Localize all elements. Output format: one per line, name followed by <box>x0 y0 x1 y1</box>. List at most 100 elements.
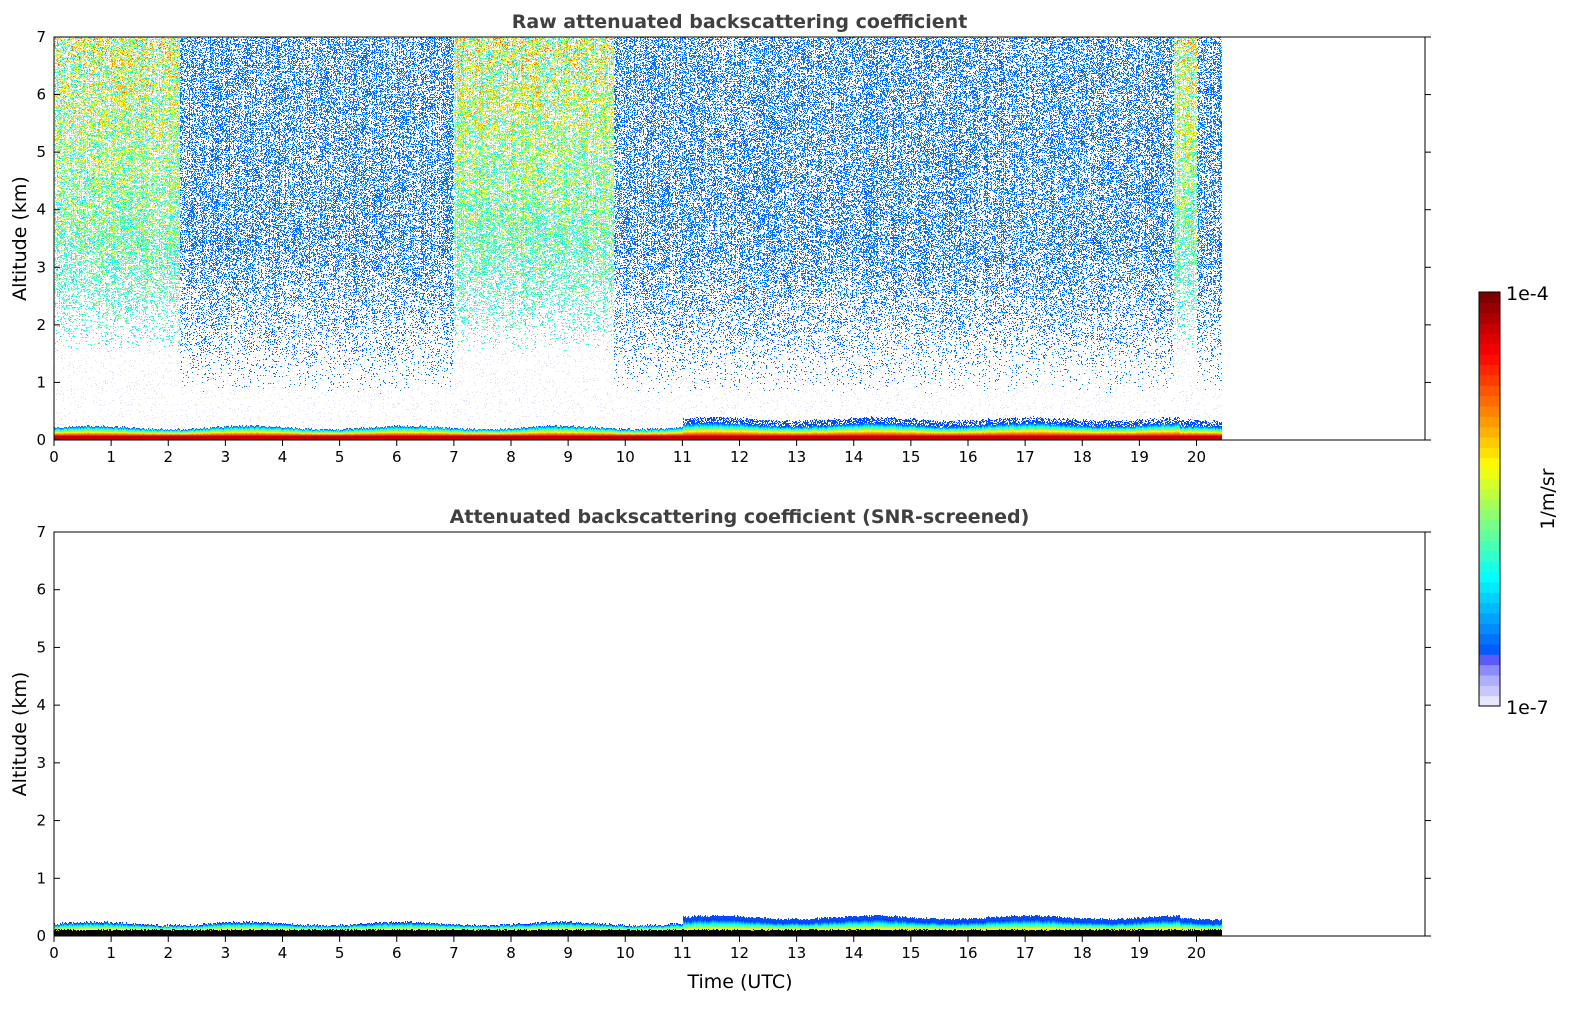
panel-title: Attenuated backscattering coefficient (S… <box>450 506 1030 528</box>
x-tick-label: 17 <box>1016 944 1035 962</box>
y-tick-label: 6 <box>36 86 46 104</box>
colorbar-segment <box>1479 405 1500 417</box>
x-tick-label: 0 <box>49 944 59 962</box>
x-tick-label: 18 <box>1073 448 1092 466</box>
colorbar-segment <box>1479 664 1500 676</box>
colorbar-segment <box>1479 612 1500 624</box>
x-tick-label: 19 <box>1130 944 1149 962</box>
colorbar-segment <box>1479 333 1500 345</box>
colorbar-segment <box>1479 478 1500 490</box>
colorbar-segment <box>1479 395 1500 407</box>
y-tick-label: 1 <box>36 373 46 391</box>
raw-backscatter-heatmap <box>54 37 1425 440</box>
colorbar-segment <box>1479 540 1500 552</box>
colorbar-segment <box>1479 674 1500 686</box>
colorbar-segment <box>1479 550 1500 562</box>
x-tick-label: 4 <box>278 944 288 962</box>
screened-backscatter-heatmap <box>54 532 1425 936</box>
y-tick-label: 2 <box>36 812 46 830</box>
colorbar-segment <box>1479 602 1500 614</box>
colorbar-segment <box>1479 447 1500 459</box>
colorbar-segment <box>1479 695 1500 707</box>
colorbar-segment <box>1479 530 1500 541</box>
x-tick-label: 4 <box>278 448 288 466</box>
axes-frame <box>53 36 1426 441</box>
x-tick-label: 1 <box>106 448 116 466</box>
colorbar-segment <box>1479 354 1500 366</box>
colorbar-min-label: 1e-7 <box>1506 697 1549 719</box>
x-tick-label: 7 <box>449 448 459 466</box>
x-tick-label: 3 <box>221 944 231 962</box>
x-tick-label: 6 <box>392 944 402 962</box>
y-tick-label: 3 <box>36 754 46 772</box>
x-tick-label: 15 <box>901 448 920 466</box>
x-tick-label: 8 <box>506 448 516 466</box>
axes-frame <box>53 531 1426 937</box>
y-tick-label: 4 <box>36 201 46 219</box>
x-tick-label: 20 <box>1187 448 1206 466</box>
x-tick-label: 16 <box>958 448 977 466</box>
y-tick-label: 0 <box>36 927 46 945</box>
y-tick-label: 1 <box>36 869 46 887</box>
y-tick-label: 3 <box>36 258 46 276</box>
x-tick-label: 14 <box>844 944 863 962</box>
colorbar-segment <box>1479 323 1500 334</box>
x-tick-label: 6 <box>392 448 402 466</box>
x-tick-label: 10 <box>616 448 635 466</box>
colorbar-segment <box>1479 654 1500 666</box>
colorbar-frame <box>1478 291 1501 707</box>
x-tick-label: 15 <box>901 944 920 962</box>
y-axis-label: Altitude (km) <box>9 672 31 797</box>
x-tick-label: 8 <box>506 944 516 962</box>
y-tick-label: 6 <box>36 581 46 599</box>
x-tick-label: 12 <box>730 944 749 962</box>
colorbar-segment <box>1479 633 1500 645</box>
x-tick-label: 1 <box>106 944 116 962</box>
colorbar-segment <box>1479 571 1500 583</box>
x-tick-label: 19 <box>1130 448 1149 466</box>
y-axis-label: Altitude (km) <box>9 176 31 301</box>
colorbar-segment <box>1479 302 1500 314</box>
y-tick-label: 0 <box>36 431 46 449</box>
x-tick-label: 2 <box>163 448 173 466</box>
colorbar-segment <box>1479 364 1500 376</box>
colorbar-segment <box>1479 343 1500 355</box>
colorbar-segment <box>1479 643 1500 655</box>
x-tick-label: 5 <box>335 448 345 466</box>
colorbar-segment <box>1479 385 1500 397</box>
x-tick-label: 20 <box>1187 944 1206 962</box>
x-tick-label: 5 <box>335 944 345 962</box>
colorbar-segment <box>1479 467 1500 479</box>
x-tick-label: 3 <box>221 448 231 466</box>
colorbar-segment <box>1479 685 1500 697</box>
x-tick-label: 0 <box>49 448 59 466</box>
x-axis-label: Time (UTC) <box>686 971 792 993</box>
colorbar-unit-label: 1/m/sr <box>1537 468 1559 529</box>
x-tick-label: 7 <box>449 944 459 962</box>
colorbar-segment <box>1479 457 1500 469</box>
y-tick-label: 7 <box>36 523 46 541</box>
x-tick-label: 18 <box>1073 944 1092 962</box>
x-tick-label: 10 <box>616 944 635 962</box>
y-tick-label: 7 <box>36 28 46 46</box>
colorbar-segment <box>1479 436 1500 448</box>
colorbar-segment <box>1479 426 1500 438</box>
colorbar-segment <box>1479 499 1500 510</box>
x-tick-label: 13 <box>787 944 806 962</box>
colorbar-segment <box>1479 374 1500 386</box>
x-tick-label: 2 <box>163 944 173 962</box>
colorbar-segment <box>1479 561 1500 573</box>
x-tick-label: 17 <box>1016 448 1035 466</box>
x-tick-label: 13 <box>787 448 806 466</box>
x-tick-label: 12 <box>730 448 749 466</box>
x-tick-label: 11 <box>673 944 692 962</box>
x-tick-label: 16 <box>958 944 977 962</box>
x-tick-label: 9 <box>563 944 573 962</box>
x-tick-label: 9 <box>563 448 573 466</box>
colorbar-segment <box>1479 312 1500 324</box>
colorbar-max-label: 1e-4 <box>1506 283 1549 305</box>
colorbar-segment <box>1479 509 1500 521</box>
x-tick-label: 14 <box>844 448 863 466</box>
colorbar-segment <box>1479 416 1500 428</box>
y-tick-label: 4 <box>36 696 46 714</box>
